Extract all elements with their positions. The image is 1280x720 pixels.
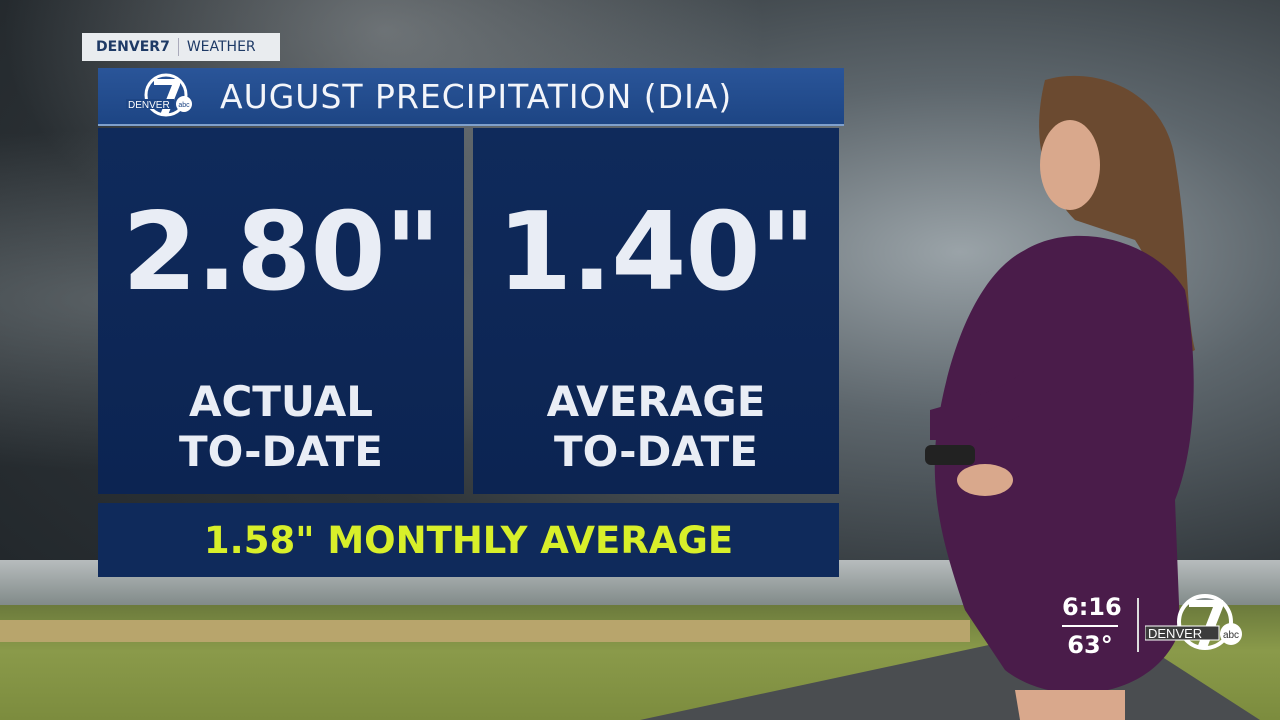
time-temp-bug: 6:16 63°: [1062, 593, 1122, 659]
bug-separator: [1137, 598, 1139, 652]
tag-section: WEATHER: [186, 39, 256, 55]
presenter: [925, 75, 1195, 720]
title-bar: DENVER abc AUGUST PRECIPITATION (DIA): [98, 68, 844, 126]
actual-label: ACTUAL TO-DATE: [179, 377, 383, 477]
actual-label-line2: TO-DATE: [178, 427, 383, 476]
denver7-bug-logo-icon: DENVER abc: [1145, 594, 1242, 650]
svg-text:abc: abc: [1223, 630, 1239, 641]
tag-brand: DENVER7: [96, 39, 170, 55]
average-label-line1: AVERAGE: [546, 377, 766, 426]
monthly-average-bar: 1.58" MONTHLY AVERAGE: [98, 503, 839, 577]
tag-divider: [177, 38, 179, 56]
current-temperature: 63°: [1067, 631, 1113, 659]
average-panel: 1.40" AVERAGE TO-DATE: [473, 128, 839, 494]
average-value: 1.40": [497, 190, 816, 315]
station-tag: DENVER7 WEATHER: [82, 33, 280, 61]
average-label-line2: TO-DATE: [553, 427, 758, 476]
graphic-title: AUGUST PRECIPITATION (DIA): [220, 76, 733, 116]
actual-panel: 2.80" ACTUAL TO-DATE: [98, 128, 464, 494]
svg-text:DENVER: DENVER: [128, 100, 170, 111]
actual-value: 2.80": [122, 190, 441, 315]
average-label: AVERAGE TO-DATE: [547, 377, 766, 477]
svg-text:DENVER: DENVER: [1148, 626, 1202, 641]
svg-text:abc: abc: [178, 102, 190, 109]
denver7-logo-icon: DENVER abc: [126, 73, 192, 117]
monthly-average-text: 1.58" MONTHLY AVERAGE: [203, 518, 734, 562]
actual-label-line1: ACTUAL: [188, 377, 374, 426]
wheat-field: [0, 620, 970, 642]
current-time: 6:16: [1062, 593, 1122, 621]
bug-divider: [1062, 625, 1118, 627]
